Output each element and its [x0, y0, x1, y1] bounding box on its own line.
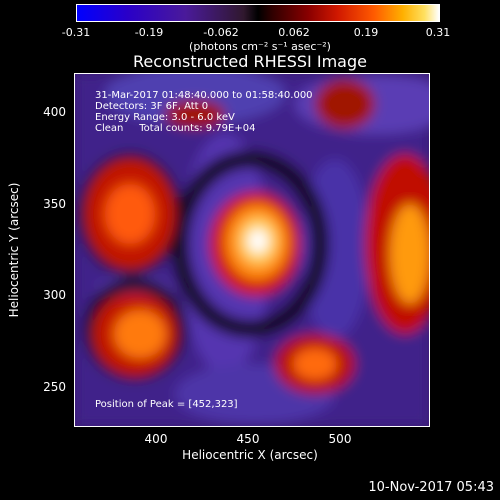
x-tick-label: 400: [144, 432, 168, 446]
detectors: Detectors: 3F 6F, Att 0: [95, 101, 209, 112]
colorbar-tick: -0.062: [203, 26, 239, 39]
x-tick-label: 450: [236, 432, 260, 446]
peak-position: Position of Peak = [452,323]: [95, 399, 238, 410]
y-tick-label: 250: [43, 380, 66, 394]
heatmap-image: [75, 74, 429, 426]
image-plot: 31-Mar-2017 01:48:40.000 to 01:58:40.000…: [74, 73, 430, 427]
colorbar-tick: 0.31: [425, 26, 451, 39]
colorbar-units: (photons cm⁻² s⁻¹ asec⁻²): [189, 40, 331, 53]
y-tick-label: 400: [43, 105, 66, 119]
timestamp: 10-Nov-2017 05:43: [368, 480, 494, 495]
energy-range: Energy Range: 3.0 - 6.0 keV: [95, 112, 235, 123]
colorbar-tick: 0.19: [353, 26, 379, 39]
y-tick-label: 350: [43, 197, 66, 211]
clean-counts: Clean Total counts: 9.79E+04: [95, 123, 256, 134]
y-axis-title: Heliocentric Y (arcsec): [7, 182, 21, 318]
colorbar-tick: -0.31: [61, 26, 91, 39]
colorbar-tick: -0.19: [134, 26, 164, 39]
obs-time: 31-Mar-2017 01:48:40.000 to 01:58:40.000: [95, 90, 313, 101]
x-axis-title: Heliocentric X (arcsec): [182, 448, 318, 462]
x-tick-label: 500: [328, 432, 352, 446]
colorbar-tick: 0.062: [278, 26, 310, 39]
chart-title: Reconstructed RHESSI Image: [133, 52, 367, 71]
y-tick-label: 300: [43, 288, 66, 302]
colorbar: [76, 4, 440, 22]
